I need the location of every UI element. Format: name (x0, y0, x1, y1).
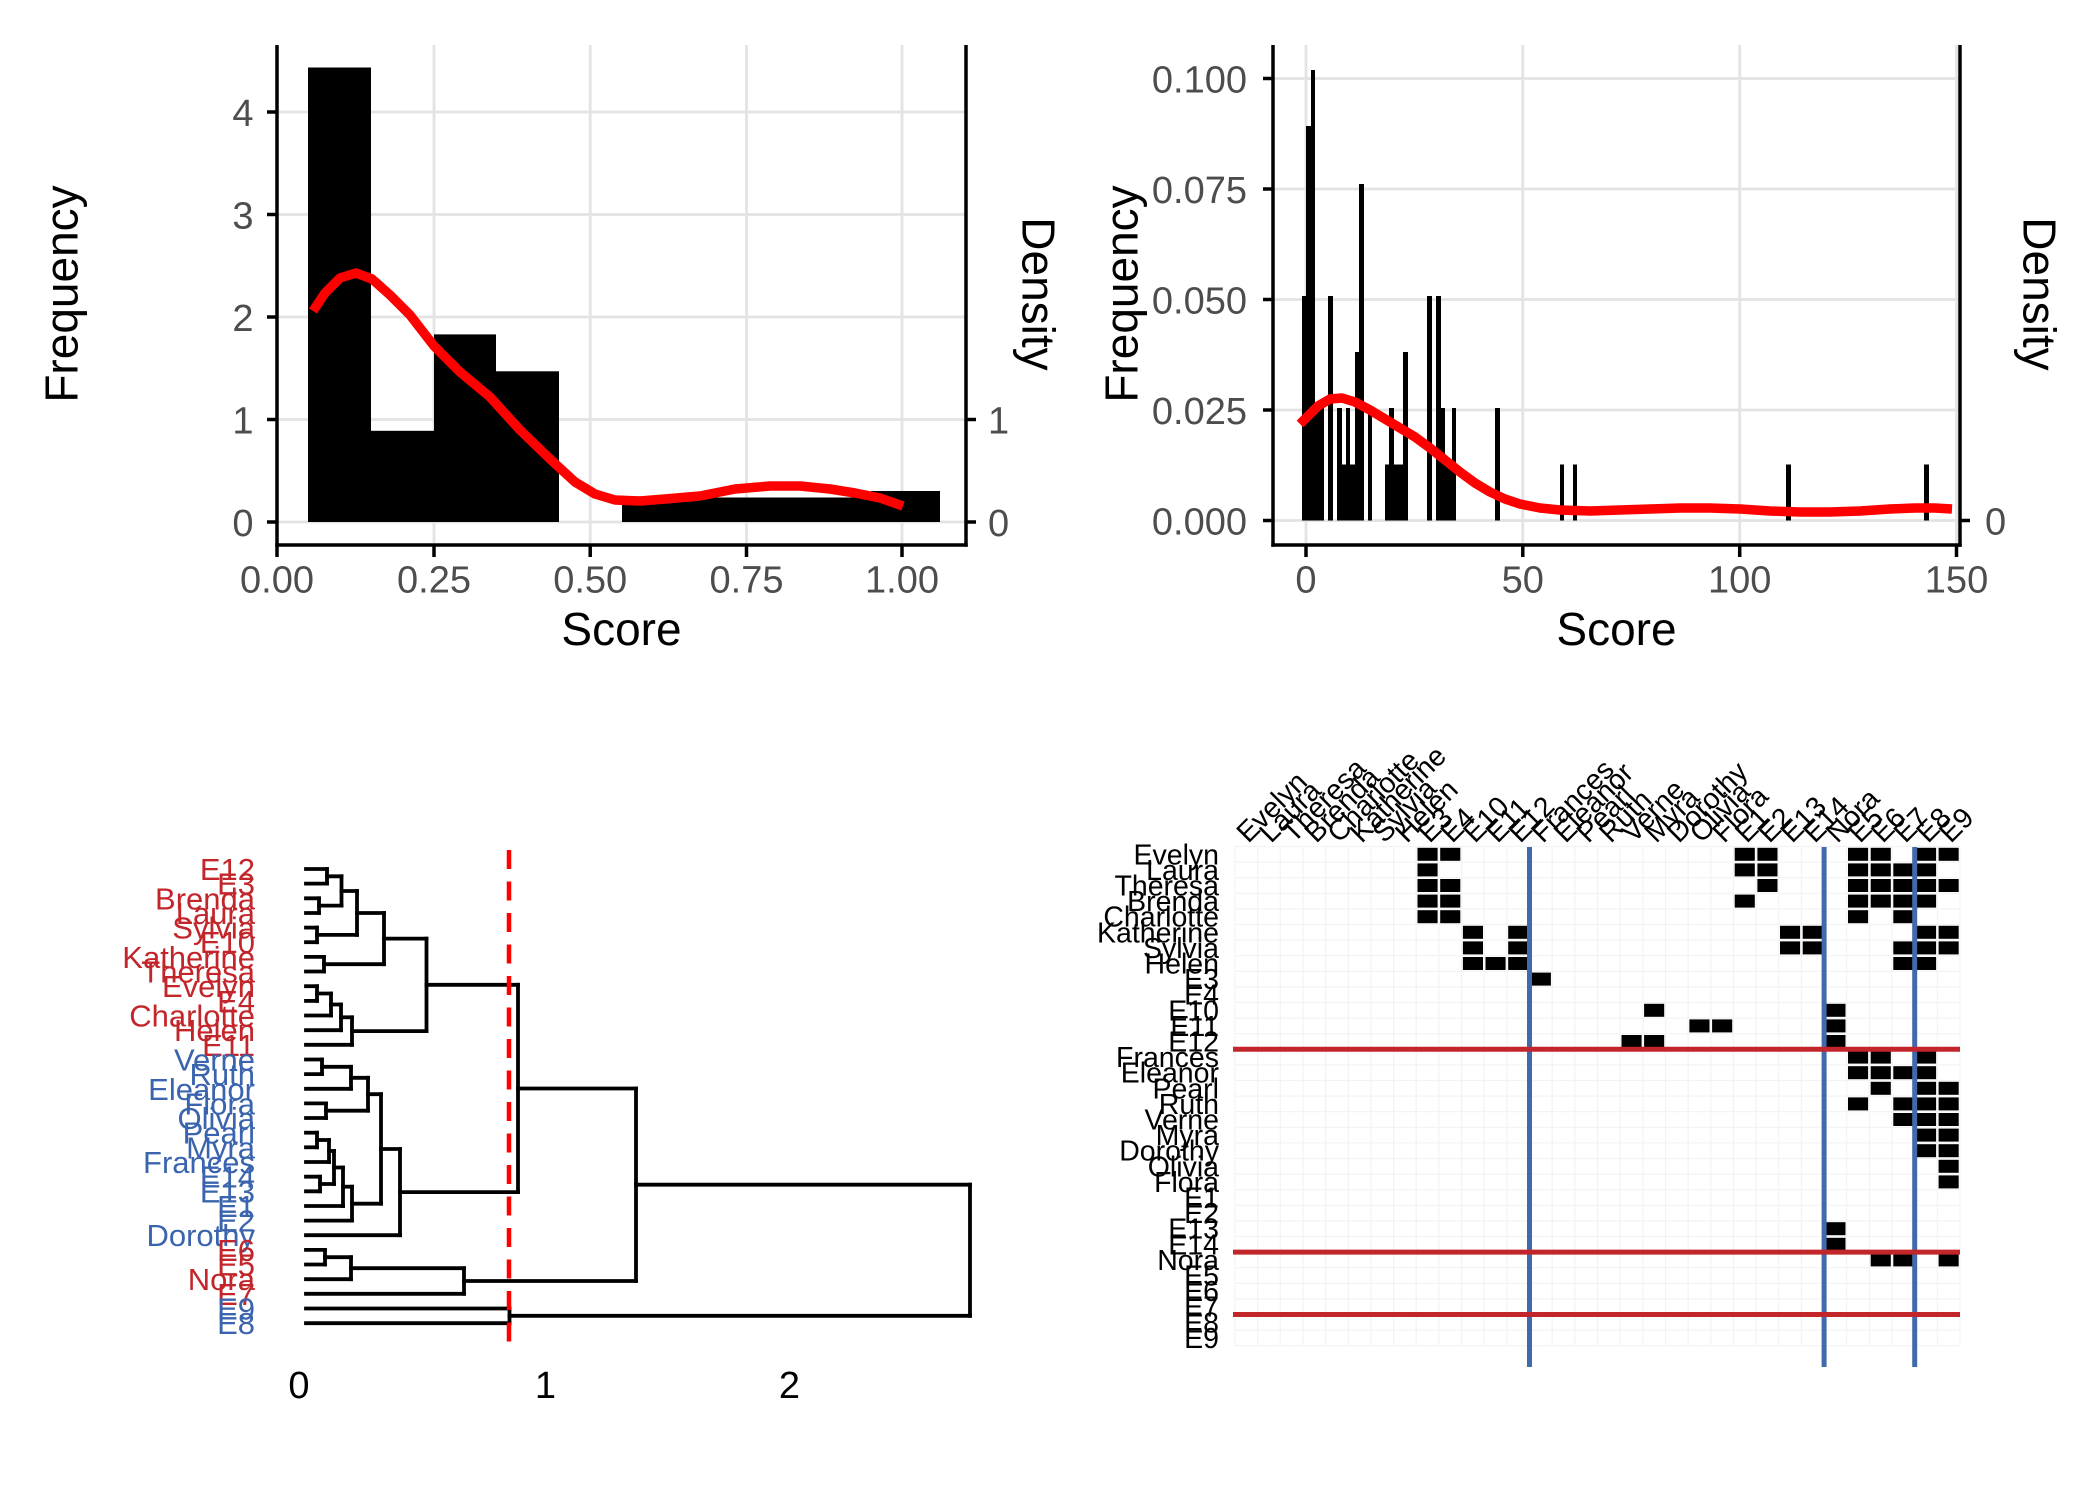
svg-text:3: 3 (232, 196, 253, 238)
svg-text:Evelyn: Evelyn (1133, 839, 1219, 871)
svg-text:Dorothy: Dorothy (1119, 1136, 1220, 1168)
svg-text:Pearl: Pearl (183, 1116, 255, 1151)
svg-text:Density: Density (1013, 217, 1065, 370)
svg-text:E13: E13 (200, 1174, 255, 1209)
svg-text:E9: E9 (217, 1292, 255, 1327)
svg-text:E1: E1 (217, 1189, 255, 1224)
svg-text:Charlotte: Charlotte (1103, 902, 1219, 934)
svg-text:1: 1 (535, 1365, 556, 1407)
svg-text:E8: E8 (1184, 1307, 1219, 1339)
svg-text:Ruth: Ruth (190, 1057, 255, 1092)
svg-text:0.75: 0.75 (710, 560, 784, 602)
svg-text:E3: E3 (1184, 964, 1219, 996)
svg-text:Laura: Laura (1146, 855, 1219, 887)
svg-text:E10: E10 (1168, 995, 1219, 1027)
svg-text:Charlotte: Charlotte (129, 999, 255, 1034)
svg-text:E9: E9 (1184, 1323, 1219, 1355)
svg-text:Ruth: Ruth (1159, 1089, 1219, 1121)
svg-text:100: 100 (1708, 560, 1771, 602)
svg-text:0: 0 (988, 503, 1009, 545)
svg-text:E7: E7 (1184, 1292, 1219, 1324)
svg-text:50: 50 (1502, 560, 1544, 602)
svg-text:Dorothy: Dorothy (146, 1218, 255, 1253)
svg-text:E4: E4 (217, 984, 255, 1019)
svg-text:1.00: 1.00 (865, 560, 939, 602)
svg-text:Flora: Flora (184, 1086, 255, 1121)
svg-text:Brenda: Brenda (155, 881, 256, 916)
svg-text:Olivia: Olivia (1148, 1151, 1219, 1183)
svg-text:E13: E13 (1168, 1214, 1219, 1246)
svg-text:E11: E11 (1170, 1011, 1219, 1043)
svg-text:Theresa: Theresa (141, 955, 255, 990)
svg-text:E2: E2 (217, 1204, 255, 1239)
svg-text:2: 2 (779, 1365, 800, 1407)
svg-text:E8: E8 (217, 1306, 255, 1341)
svg-text:0.100: 0.100 (1152, 60, 1247, 102)
svg-text:1: 1 (988, 401, 1009, 443)
svg-text:E14: E14 (1168, 1229, 1219, 1261)
svg-text:Laura: Laura (176, 896, 256, 931)
svg-text:E12: E12 (1168, 1027, 1219, 1059)
svg-text:0.25: 0.25 (397, 560, 471, 602)
svg-text:Frequency: Frequency (36, 185, 88, 402)
svg-text:E10: E10 (200, 925, 255, 960)
svg-text:Helen: Helen (174, 1013, 255, 1048)
svg-text:Nora: Nora (188, 1262, 256, 1297)
svg-text:4: 4 (232, 93, 253, 135)
svg-text:Verne: Verne (174, 1043, 255, 1078)
svg-text:E11: E11 (202, 1028, 255, 1063)
svg-text:E4: E4 (1184, 980, 1219, 1012)
svg-text:Pearl: Pearl (1152, 1073, 1219, 1105)
svg-text:1: 1 (232, 401, 253, 443)
svg-text:E6: E6 (1184, 1276, 1219, 1308)
svg-text:0.050: 0.050 (1152, 281, 1247, 323)
svg-text:Sylvia: Sylvia (1143, 933, 1219, 965)
svg-text:Nora: Nora (1157, 1245, 1219, 1277)
svg-text:Brenda: Brenda (1127, 886, 1219, 918)
svg-text:0: 0 (232, 503, 253, 545)
svg-text:Theresa: Theresa (1114, 871, 1219, 903)
svg-text:E1: E1 (1184, 1183, 1219, 1215)
svg-text:Katherine: Katherine (1097, 917, 1219, 949)
svg-text:Score: Score (1556, 603, 1676, 655)
svg-text:E3: E3 (217, 867, 255, 902)
svg-text:0: 0 (288, 1365, 309, 1407)
svg-text:E14: E14 (200, 1160, 255, 1195)
svg-text:150: 150 (1925, 560, 1988, 602)
svg-text:0: 0 (1985, 502, 2006, 544)
svg-text:Frances: Frances (1116, 1042, 1219, 1074)
svg-text:E7: E7 (217, 1277, 255, 1312)
svg-text:Evelyn: Evelyn (162, 969, 255, 1004)
svg-text:Myra: Myra (1156, 1120, 1219, 1152)
svg-text:0.075: 0.075 (1152, 170, 1247, 212)
svg-text:Eleanor: Eleanor (1121, 1058, 1220, 1090)
svg-text:Frances: Frances (143, 1145, 255, 1180)
svg-text:E5: E5 (1184, 1261, 1219, 1293)
svg-text:E6: E6 (217, 1233, 255, 1268)
svg-text:Verne: Verne (1145, 1105, 1219, 1137)
svg-text:0.000: 0.000 (1152, 502, 1247, 544)
svg-text:Sylvia: Sylvia (172, 911, 255, 946)
svg-text:0: 0 (1295, 560, 1316, 602)
svg-text:Katherine: Katherine (122, 940, 255, 975)
svg-text:2: 2 (232, 298, 253, 340)
svg-text:E5: E5 (217, 1248, 255, 1283)
svg-text:E12: E12 (200, 852, 255, 887)
svg-text:Myra: Myra (186, 1130, 256, 1165)
svg-text:0.00: 0.00 (240, 560, 314, 602)
svg-text:0.50: 0.50 (553, 560, 627, 602)
svg-text:E2: E2 (1184, 1198, 1219, 1230)
svg-text:Flora: Flora (1154, 1167, 1219, 1199)
svg-text:Helen: Helen (1145, 949, 1219, 981)
svg-text:Eleanor: Eleanor (148, 1072, 255, 1107)
svg-text:0.025: 0.025 (1152, 391, 1247, 433)
svg-text:Olivia: Olivia (177, 1101, 255, 1136)
svg-text:Density: Density (2014, 217, 2066, 370)
svg-text:Frequency: Frequency (1096, 185, 1148, 402)
svg-text:Score: Score (561, 603, 681, 655)
